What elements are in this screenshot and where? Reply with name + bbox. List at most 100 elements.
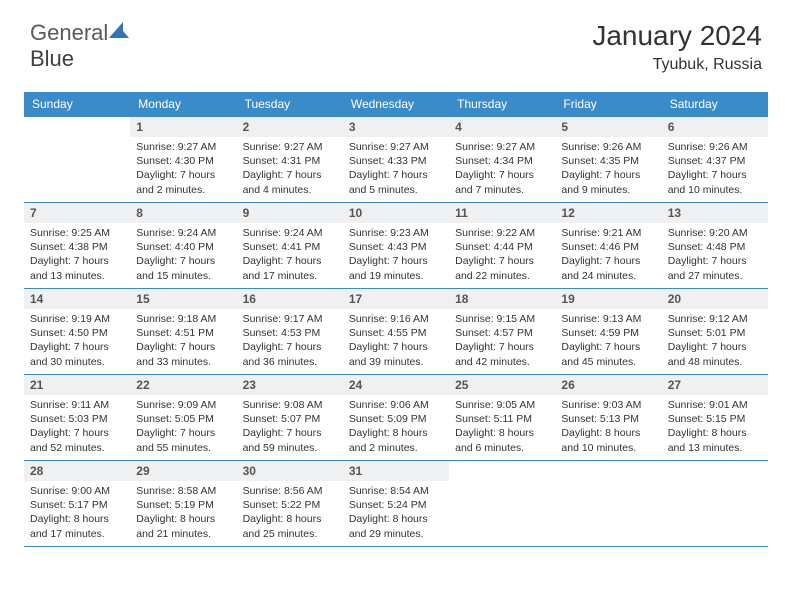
day-number: 16 xyxy=(237,289,343,309)
day-d2: and 17 minutes. xyxy=(30,527,124,541)
calendar-week-row: 1Sunrise: 9:27 AMSunset: 4:30 PMDaylight… xyxy=(24,117,768,203)
day-details: Sunrise: 9:24 AMSunset: 4:40 PMDaylight:… xyxy=(130,223,236,286)
day-ss: Sunset: 5:11 PM xyxy=(455,412,549,426)
day-d1: Daylight: 7 hours xyxy=(561,168,655,182)
day-d1: Daylight: 8 hours xyxy=(668,426,762,440)
day-number: 26 xyxy=(555,375,661,395)
day-details: Sunrise: 9:16 AMSunset: 4:55 PMDaylight:… xyxy=(343,309,449,372)
day-details: Sunrise: 9:06 AMSunset: 5:09 PMDaylight:… xyxy=(343,395,449,458)
day-d2: and 29 minutes. xyxy=(349,527,443,541)
day-details: Sunrise: 9:05 AMSunset: 5:11 PMDaylight:… xyxy=(449,395,555,458)
day-number: 27 xyxy=(662,375,768,395)
calendar-day-cell: 6Sunrise: 9:26 AMSunset: 4:37 PMDaylight… xyxy=(662,117,768,203)
day-d1: Daylight: 7 hours xyxy=(243,340,337,354)
calendar-day-cell: 10Sunrise: 9:23 AMSunset: 4:43 PMDayligh… xyxy=(343,203,449,289)
calendar-day-cell: 13Sunrise: 9:20 AMSunset: 4:48 PMDayligh… xyxy=(662,203,768,289)
day-d2: and 22 minutes. xyxy=(455,269,549,283)
day-d2: and 24 minutes. xyxy=(561,269,655,283)
day-d1: Daylight: 8 hours xyxy=(561,426,655,440)
day-number: 2 xyxy=(237,117,343,137)
calendar-day-cell: 28Sunrise: 9:00 AMSunset: 5:17 PMDayligh… xyxy=(24,461,130,547)
day-ss: Sunset: 5:15 PM xyxy=(668,412,762,426)
day-sr: Sunrise: 9:06 AM xyxy=(349,398,443,412)
calendar-day-cell: 21Sunrise: 9:11 AMSunset: 5:03 PMDayligh… xyxy=(24,375,130,461)
day-number: 10 xyxy=(343,203,449,223)
day-details: Sunrise: 9:11 AMSunset: 5:03 PMDaylight:… xyxy=(24,395,130,458)
calendar-day-cell: 11Sunrise: 9:22 AMSunset: 4:44 PMDayligh… xyxy=(449,203,555,289)
day-number: 25 xyxy=(449,375,555,395)
day-ss: Sunset: 4:51 PM xyxy=(136,326,230,340)
day-details: Sunrise: 9:17 AMSunset: 4:53 PMDaylight:… xyxy=(237,309,343,372)
day-d1: Daylight: 7 hours xyxy=(668,254,762,268)
day-d1: Daylight: 7 hours xyxy=(30,426,124,440)
day-d2: and 13 minutes. xyxy=(668,441,762,455)
day-number: 30 xyxy=(237,461,343,481)
day-details: Sunrise: 9:09 AMSunset: 5:05 PMDaylight:… xyxy=(130,395,236,458)
weekday-header: Saturday xyxy=(662,92,768,117)
day-number: 22 xyxy=(130,375,236,395)
day-d2: and 33 minutes. xyxy=(136,355,230,369)
day-d1: Daylight: 7 hours xyxy=(30,254,124,268)
day-details: Sunrise: 8:56 AMSunset: 5:22 PMDaylight:… xyxy=(237,481,343,544)
day-d2: and 52 minutes. xyxy=(30,441,124,455)
day-number: 18 xyxy=(449,289,555,309)
day-number: 24 xyxy=(343,375,449,395)
day-d2: and 55 minutes. xyxy=(136,441,230,455)
day-sr: Sunrise: 8:56 AM xyxy=(243,484,337,498)
day-d1: Daylight: 7 hours xyxy=(243,254,337,268)
day-sr: Sunrise: 9:20 AM xyxy=(668,226,762,240)
day-sr: Sunrise: 9:24 AM xyxy=(136,226,230,240)
day-number: 4 xyxy=(449,117,555,137)
day-ss: Sunset: 4:43 PM xyxy=(349,240,443,254)
calendar-day-cell: 18Sunrise: 9:15 AMSunset: 4:57 PMDayligh… xyxy=(449,289,555,375)
day-number: 9 xyxy=(237,203,343,223)
day-number: 28 xyxy=(24,461,130,481)
day-details: Sunrise: 9:22 AMSunset: 4:44 PMDaylight:… xyxy=(449,223,555,286)
day-d2: and 2 minutes. xyxy=(136,183,230,197)
calendar-day-cell: 1Sunrise: 9:27 AMSunset: 4:30 PMDaylight… xyxy=(130,117,236,203)
day-details: Sunrise: 9:12 AMSunset: 5:01 PMDaylight:… xyxy=(662,309,768,372)
day-sr: Sunrise: 9:25 AM xyxy=(30,226,124,240)
day-details: Sunrise: 9:13 AMSunset: 4:59 PMDaylight:… xyxy=(555,309,661,372)
day-ss: Sunset: 4:50 PM xyxy=(30,326,124,340)
day-sr: Sunrise: 9:11 AM xyxy=(30,398,124,412)
day-details: Sunrise: 8:54 AMSunset: 5:24 PMDaylight:… xyxy=(343,481,449,544)
day-d2: and 59 minutes. xyxy=(243,441,337,455)
weekday-header: Monday xyxy=(130,92,236,117)
day-ss: Sunset: 4:44 PM xyxy=(455,240,549,254)
calendar-empty-cell xyxy=(555,461,661,547)
day-ss: Sunset: 4:46 PM xyxy=(561,240,655,254)
day-d1: Daylight: 7 hours xyxy=(136,254,230,268)
day-d2: and 10 minutes. xyxy=(668,183,762,197)
calendar-day-cell: 22Sunrise: 9:09 AMSunset: 5:05 PMDayligh… xyxy=(130,375,236,461)
day-d2: and 45 minutes. xyxy=(561,355,655,369)
day-ss: Sunset: 4:31 PM xyxy=(243,154,337,168)
weekday-header: Wednesday xyxy=(343,92,449,117)
day-sr: Sunrise: 9:26 AM xyxy=(668,140,762,154)
day-details: Sunrise: 9:18 AMSunset: 4:51 PMDaylight:… xyxy=(130,309,236,372)
day-d2: and 2 minutes. xyxy=(349,441,443,455)
day-ss: Sunset: 4:34 PM xyxy=(455,154,549,168)
calendar-day-cell: 7Sunrise: 9:25 AMSunset: 4:38 PMDaylight… xyxy=(24,203,130,289)
day-sr: Sunrise: 9:16 AM xyxy=(349,312,443,326)
location: Tyubuk, Russia xyxy=(592,56,762,74)
day-number: 1 xyxy=(130,117,236,137)
day-ss: Sunset: 5:01 PM xyxy=(668,326,762,340)
day-d1: Daylight: 7 hours xyxy=(136,340,230,354)
calendar-table: SundayMondayTuesdayWednesdayThursdayFrid… xyxy=(24,92,768,547)
day-details: Sunrise: 9:15 AMSunset: 4:57 PMDaylight:… xyxy=(449,309,555,372)
day-ss: Sunset: 4:48 PM xyxy=(668,240,762,254)
day-ss: Sunset: 4:53 PM xyxy=(243,326,337,340)
calendar-day-cell: 31Sunrise: 8:54 AMSunset: 5:24 PMDayligh… xyxy=(343,461,449,547)
calendar-week-row: 28Sunrise: 9:00 AMSunset: 5:17 PMDayligh… xyxy=(24,461,768,547)
day-number: 14 xyxy=(24,289,130,309)
day-sr: Sunrise: 9:23 AM xyxy=(349,226,443,240)
day-number: 20 xyxy=(662,289,768,309)
day-number: 21 xyxy=(24,375,130,395)
day-details: Sunrise: 9:25 AMSunset: 4:38 PMDaylight:… xyxy=(24,223,130,286)
day-ss: Sunset: 4:41 PM xyxy=(243,240,337,254)
calendar-day-cell: 15Sunrise: 9:18 AMSunset: 4:51 PMDayligh… xyxy=(130,289,236,375)
day-ss: Sunset: 5:07 PM xyxy=(243,412,337,426)
day-sr: Sunrise: 9:01 AM xyxy=(668,398,762,412)
weekday-header: Friday xyxy=(555,92,661,117)
